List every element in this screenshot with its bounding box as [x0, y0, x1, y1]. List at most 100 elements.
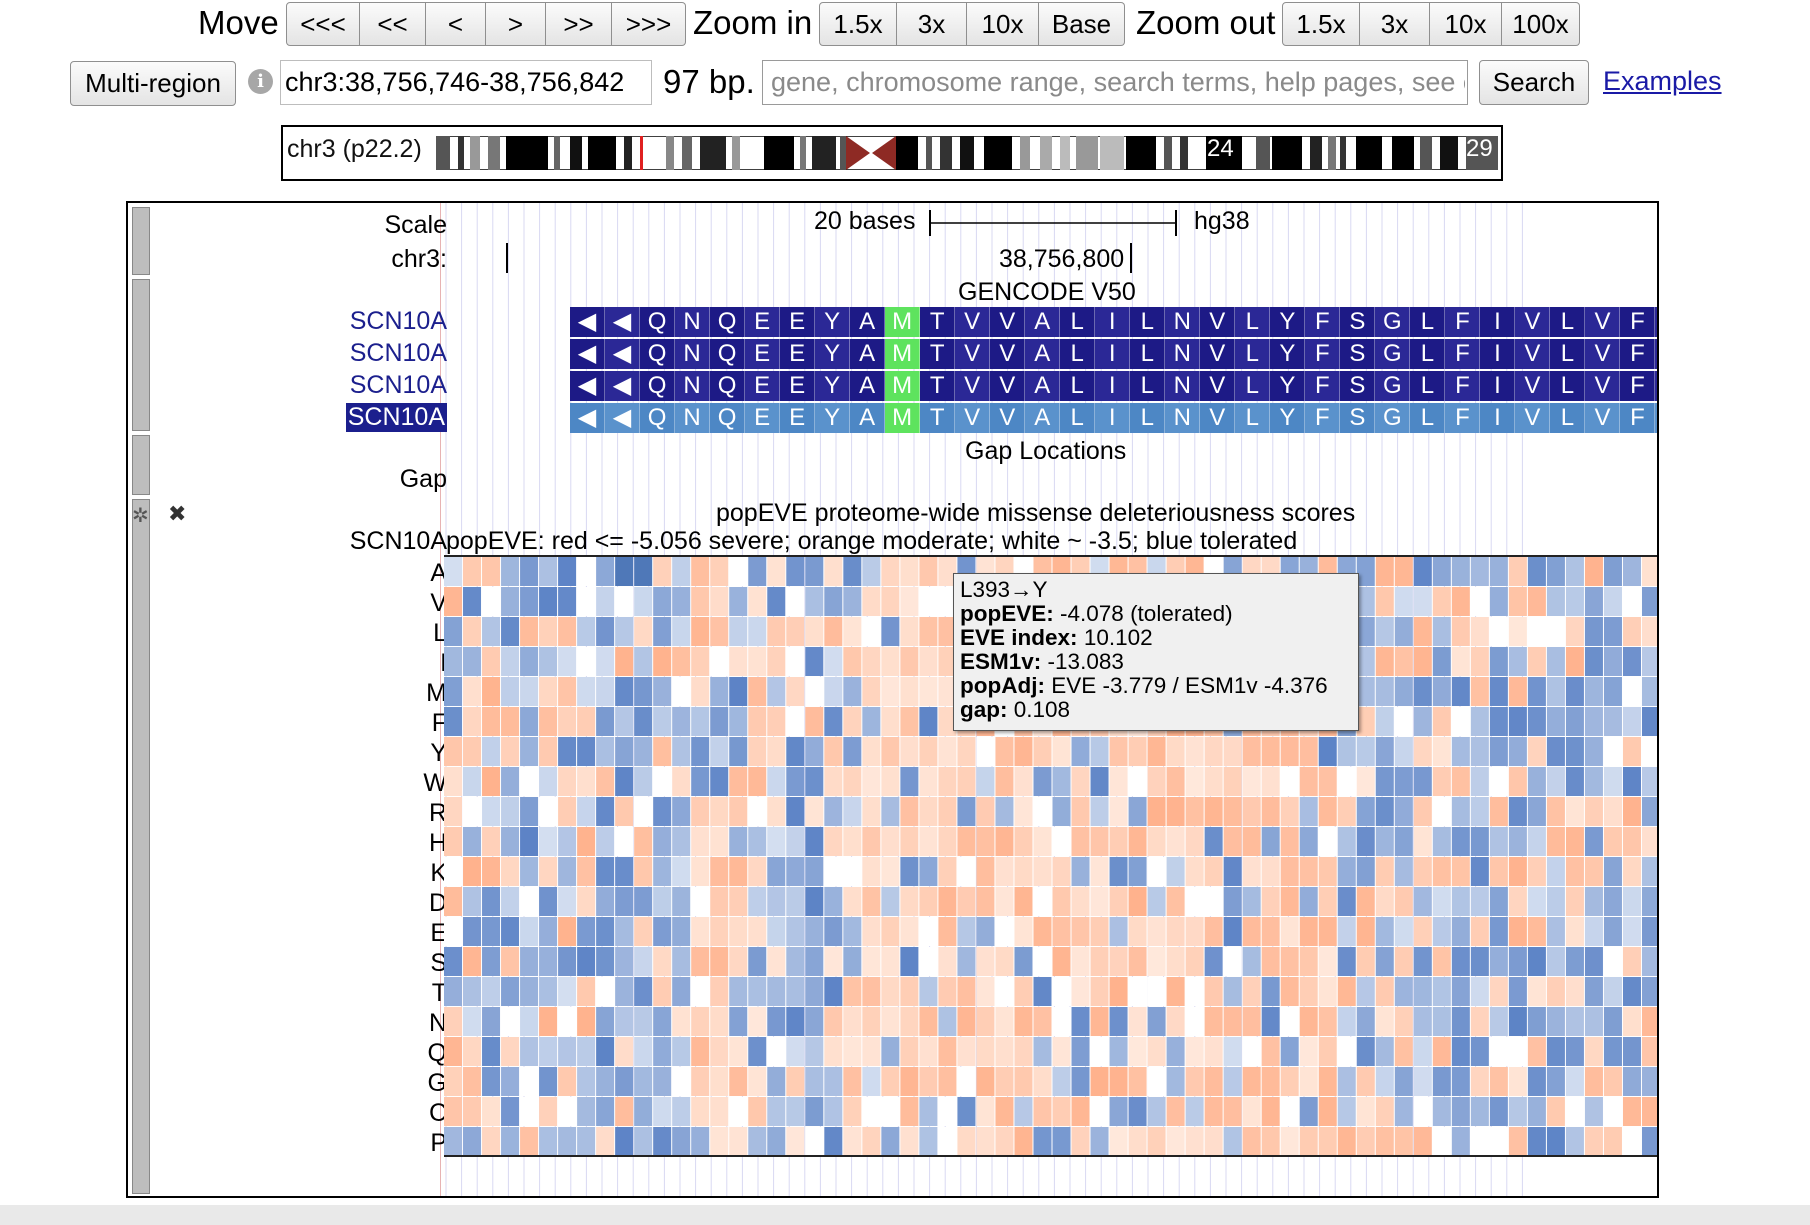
amino-acid-cell[interactable]: I: [1480, 339, 1516, 369]
amino-acid-cell[interactable]: Q: [710, 403, 746, 433]
amino-acid-cell[interactable]: V: [1200, 403, 1236, 433]
amino-acid-cell[interactable]: L: [1060, 403, 1096, 433]
amino-acid-cell[interactable]: Y: [1270, 403, 1306, 433]
amino-acid-cell[interactable]: ◀: [605, 403, 641, 433]
amino-acid-cell[interactable]: L: [1235, 403, 1271, 433]
amino-acid-cell[interactable]: G: [1375, 339, 1411, 369]
amino-acid-cell[interactable]: V: [955, 371, 991, 401]
amino-acid-cell[interactable]: V: [1515, 339, 1551, 369]
amino-acid-cell[interactable]: F: [1445, 403, 1481, 433]
amino-acid-cell[interactable]: I: [1095, 339, 1131, 369]
move-left-button[interactable]: <<: [360, 2, 426, 46]
amino-acid-cell[interactable]: I: [1480, 403, 1516, 433]
amino-acid-cell[interactable]: E: [745, 339, 781, 369]
amino-acid-cell[interactable]: V: [1585, 371, 1621, 401]
amino-acid-cell[interactable]: F: [1445, 339, 1481, 369]
amino-acid-cell[interactable]: V: [1515, 371, 1551, 401]
amino-acid-cell[interactable]: E: [780, 307, 816, 337]
amino-acid-cell[interactable]: A: [850, 371, 886, 401]
amino-acid-cell[interactable]: T: [920, 371, 956, 401]
amino-acid-cell[interactable]: E: [745, 371, 781, 401]
amino-acid-cell[interactable]: S: [1340, 403, 1376, 433]
amino-acid-cell[interactable]: F: [1655, 339, 1657, 369]
amino-acid-cell[interactable]: L: [1410, 339, 1446, 369]
amino-acid-cell[interactable]: N: [675, 307, 711, 337]
amino-acid-cell[interactable]: S: [1340, 339, 1376, 369]
amino-acid-cell[interactable]: Y: [815, 403, 851, 433]
amino-acid-cell[interactable]: E: [780, 371, 816, 401]
amino-acid-cell[interactable]: N: [1165, 371, 1201, 401]
gene-aa-row-3[interactable]: ◀◀QNQEEYAMTVVALILNVLYFSGLFIVLVFF▶▶: [570, 371, 1657, 401]
amino-acid-cell[interactable]: Q: [640, 371, 676, 401]
gene-label-row-3[interactable]: SCN10A: [349, 371, 447, 399]
zoom-out-10x-button[interactable]: 10x: [1430, 2, 1502, 46]
amino-acid-cell[interactable]: L: [1235, 371, 1271, 401]
amino-acid-cell[interactable]: F: [1620, 403, 1656, 433]
amino-acid-cell[interactable]: I: [1480, 307, 1516, 337]
amino-acid-cell[interactable]: Q: [640, 403, 676, 433]
amino-acid-cell[interactable]: I: [1095, 307, 1131, 337]
amino-acid-cell[interactable]: N: [675, 371, 711, 401]
amino-acid-cell[interactable]: L: [1550, 371, 1586, 401]
zoom-in-10x-button[interactable]: 10x: [967, 2, 1039, 46]
amino-acid-cell[interactable]: V: [1200, 371, 1236, 401]
gene-label-row-2[interactable]: SCN10A: [349, 339, 447, 367]
amino-acid-cell[interactable]: I: [1095, 403, 1131, 433]
move-right-button[interactable]: >>: [546, 2, 612, 46]
amino-acid-cell[interactable]: Q: [710, 307, 746, 337]
position-input[interactable]: chr3:38,756,746-38,756,842: [280, 60, 652, 105]
amino-acid-cell[interactable]: T: [920, 403, 956, 433]
amino-acid-cell[interactable]: L: [1550, 339, 1586, 369]
amino-acid-cell[interactable]: Q: [710, 371, 746, 401]
amino-acid-cell[interactable]: S: [1340, 371, 1376, 401]
amino-acid-cell[interactable]: Q: [640, 339, 676, 369]
amino-acid-cell[interactable]: G: [1375, 371, 1411, 401]
amino-acid-cell[interactable]: Y: [815, 371, 851, 401]
amino-acid-cell[interactable]: L: [1130, 371, 1166, 401]
amino-acid-cell[interactable]: F: [1655, 307, 1657, 337]
close-icon[interactable]: ✖: [168, 501, 187, 526]
move-far-right-button[interactable]: >>>: [612, 2, 686, 46]
amino-acid-cell[interactable]: V: [990, 307, 1026, 337]
zoom-out-100x-button[interactable]: 100x: [1502, 2, 1580, 46]
multi-region-button[interactable]: Multi-region: [70, 61, 236, 106]
amino-acid-cell[interactable]: ◀: [570, 371, 606, 401]
amino-acid-cell[interactable]: V: [955, 339, 991, 369]
amino-acid-cell[interactable]: L: [1130, 339, 1166, 369]
search-button[interactable]: Search: [1479, 60, 1589, 105]
amino-acid-cell[interactable]: L: [1410, 403, 1446, 433]
zoom-in-1.5x-button[interactable]: 1.5x: [819, 2, 897, 46]
chromosome-ideogram[interactable]: chr3 (p22.2): [281, 125, 1503, 181]
amino-acid-cell[interactable]: F: [1655, 371, 1657, 401]
amino-acid-cell[interactable]: N: [1165, 339, 1201, 369]
zoom-in-3x-button[interactable]: 3x: [897, 2, 967, 46]
amino-acid-cell[interactable]: V: [1585, 307, 1621, 337]
amino-acid-cell[interactable]: M: [885, 371, 921, 401]
amino-acid-cell[interactable]: A: [850, 339, 886, 369]
zoom-base-button[interactable]: Base: [1039, 2, 1125, 46]
amino-acid-cell[interactable]: F: [1305, 403, 1341, 433]
amino-acid-cell[interactable]: N: [1165, 403, 1201, 433]
side-button-ruler[interactable]: [132, 207, 150, 275]
amino-acid-cell[interactable]: ◀: [570, 403, 606, 433]
amino-acid-cell[interactable]: Y: [1270, 371, 1306, 401]
amino-acid-cell[interactable]: A: [1025, 371, 1061, 401]
amino-acid-cell[interactable]: V: [990, 403, 1026, 433]
amino-acid-cell[interactable]: F: [1305, 371, 1341, 401]
amino-acid-cell[interactable]: F: [1445, 371, 1481, 401]
amino-acid-cell[interactable]: A: [850, 403, 886, 433]
amino-acid-cell[interactable]: N: [675, 339, 711, 369]
amino-acid-cell[interactable]: F: [1655, 403, 1657, 433]
amino-acid-cell[interactable]: ◀: [605, 307, 641, 337]
amino-acid-cell[interactable]: T: [920, 307, 956, 337]
gene-aa-row-1[interactable]: ◀◀QNQEEYAMTVVALILNVLYFSGLFIVLVFF▶▶: [570, 307, 1657, 337]
amino-acid-cell[interactable]: ◀: [570, 307, 606, 337]
amino-acid-cell[interactable]: G: [1375, 307, 1411, 337]
amino-acid-cell[interactable]: ◀: [605, 339, 641, 369]
amino-acid-cell[interactable]: V: [955, 307, 991, 337]
amino-acid-cell[interactable]: V: [1200, 339, 1236, 369]
amino-acid-cell[interactable]: T: [920, 339, 956, 369]
amino-acid-cell[interactable]: L: [1060, 339, 1096, 369]
amino-acid-cell[interactable]: A: [1025, 403, 1061, 433]
amino-acid-cell[interactable]: V: [990, 371, 1026, 401]
